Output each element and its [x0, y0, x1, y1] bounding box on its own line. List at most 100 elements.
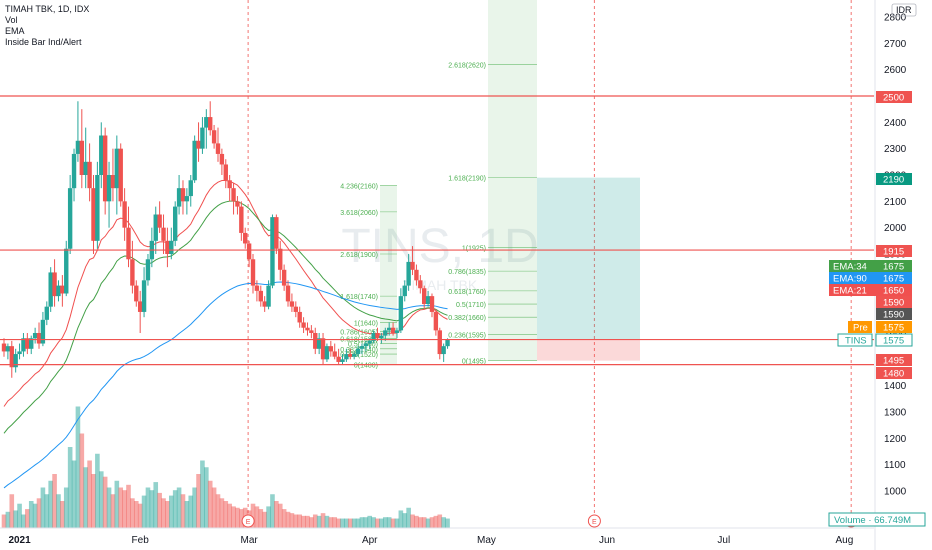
- volume-bar: [83, 467, 89, 528]
- price-tag: [876, 272, 912, 284]
- candle-body: [219, 153, 225, 165]
- volume-tag-label: Volume · 66.749M: [834, 515, 911, 526]
- volume-bar: [425, 518, 431, 528]
- legend-vol[interactable]: Vol: [5, 15, 18, 25]
- price-labels: 2500 2190 1915 EMA:34 1675 EMA:90 1675 EMA:21 16…: [828, 91, 926, 527]
- candle-body: [281, 269, 287, 286]
- candle-body: [301, 322, 306, 328]
- volume-bar: [40, 487, 46, 528]
- volume-bar: [188, 495, 194, 528]
- volume-bar: [254, 506, 260, 528]
- pre-tag: [848, 321, 872, 333]
- volume-bar: [398, 510, 404, 528]
- candle-body: [79, 140, 85, 175]
- candle-body: [95, 175, 100, 241]
- ema-tag-label: EMA:34: [833, 262, 867, 273]
- candle-body: [316, 338, 322, 349]
- candle-body: [371, 333, 376, 341]
- fib-right-label: 1.618(2190): [448, 176, 486, 183]
- price-tag-value: 1495: [883, 356, 904, 367]
- legend-symbol[interactable]: TIMAH TBK, 1D, IDX: [5, 4, 90, 14]
- volume-bar: [316, 515, 322, 528]
- candle-body: [5, 346, 11, 352]
- volume-bar: [297, 514, 302, 528]
- candle-body: [176, 188, 182, 207]
- legend-indicator[interactable]: Inside Bar Ind/Alert: [5, 37, 82, 47]
- fib-right-label: 0.236(1595): [448, 332, 486, 339]
- price-tag: [876, 173, 912, 185]
- candle-body: [359, 346, 365, 349]
- candle-body: [21, 338, 26, 352]
- volume-bar: [169, 495, 174, 528]
- price-tag: [876, 260, 912, 272]
- candle-body: [355, 348, 361, 355]
- volume-bar: [9, 494, 15, 528]
- candle-body: [83, 161, 88, 175]
- candle-body: [211, 130, 217, 144]
- volume-bar: [386, 517, 392, 528]
- price-tag-value: 1675: [883, 274, 904, 285]
- volume-bar: [95, 453, 100, 528]
- price-tag-value: 2190: [883, 175, 904, 186]
- volume-bar: [126, 484, 131, 528]
- volume-bar: [149, 490, 155, 528]
- fib-right-band: [488, 0, 537, 361]
- volume-bar: [355, 518, 361, 528]
- volume-bar: [67, 447, 73, 528]
- ema-tag-label: EMA:90: [833, 274, 867, 285]
- volume-bar: [106, 487, 112, 528]
- candle-body: [266, 285, 271, 307]
- candle-body: [118, 148, 123, 202]
- legend-ema[interactable]: EMA: [5, 26, 25, 36]
- candle-body: [422, 288, 427, 305]
- y-tick-label: 2800: [884, 13, 907, 24]
- candle-body: [390, 327, 396, 333]
- y-tick-label: 1300: [884, 408, 907, 419]
- candle-body: [91, 188, 96, 241]
- horizontal-lines: [0, 95, 874, 366]
- price-tag: [876, 308, 912, 320]
- volume-bar: [114, 480, 120, 528]
- volume-bar: [421, 517, 427, 528]
- price-tag: [876, 321, 912, 333]
- fib-right-label: 2.618(2620): [448, 62, 486, 69]
- volume-tag: [828, 512, 926, 527]
- price-tag-value: 1650: [883, 286, 904, 297]
- candle-body: [231, 188, 236, 202]
- y-tick-label: 1100: [884, 460, 906, 471]
- price-tag: [876, 354, 912, 366]
- volume-bar: [250, 503, 256, 528]
- volume-bar: [122, 490, 127, 528]
- candle-body: [106, 175, 112, 202]
- fib-right-label: 0.618(1760): [448, 289, 486, 296]
- volume-bar: [239, 509, 244, 528]
- candle-body: [29, 338, 34, 349]
- volume-bar: [75, 406, 81, 528]
- fib-right-label: 1(1925): [462, 245, 486, 252]
- price-tag-value: 1915: [883, 247, 904, 258]
- candle-body: [145, 259, 151, 281]
- volume-bars: [1, 406, 450, 528]
- candle-body: [13, 354, 18, 368]
- candle-body: [9, 346, 14, 368]
- volume-bar: [161, 498, 166, 528]
- candle-body: [32, 333, 38, 339]
- candle-body: [332, 351, 337, 357]
- volume-bar: [277, 503, 283, 528]
- candle-body: [165, 240, 170, 254]
- candle-body: [309, 330, 314, 333]
- volume-bar: [258, 509, 264, 528]
- candle-body: [114, 148, 120, 189]
- price-tag-value: 1675: [883, 262, 904, 273]
- candle-body: [137, 301, 143, 312]
- ema-tag: [829, 272, 881, 284]
- position-stop-zone: [537, 339, 640, 361]
- candle-body: [157, 214, 162, 228]
- candle-body: [102, 135, 108, 202]
- volume-bar: [324, 515, 330, 528]
- volume-bar: [17, 503, 22, 528]
- candle-body: [394, 330, 400, 333]
- volume-bar: [5, 511, 11, 528]
- volume-bar: [48, 480, 53, 528]
